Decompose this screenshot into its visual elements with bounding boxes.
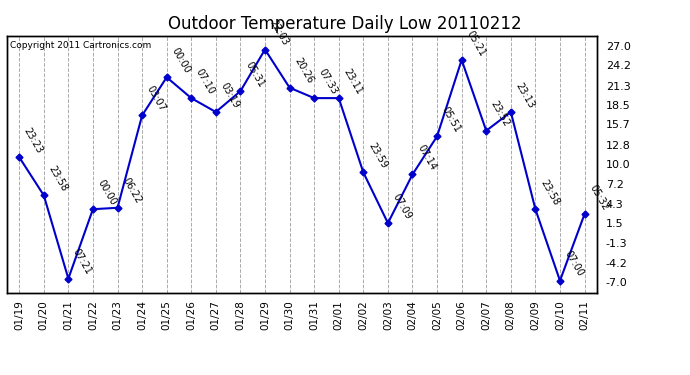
Text: 00:00: 00:00 <box>170 46 192 75</box>
Text: 05:32: 05:32 <box>587 183 610 212</box>
Text: 23:58: 23:58 <box>46 164 69 193</box>
Text: 03:19: 03:19 <box>219 81 241 110</box>
Text: 07:09: 07:09 <box>391 192 413 221</box>
Text: 23:13: 23:13 <box>513 81 536 110</box>
Text: 07:00: 07:00 <box>563 249 585 279</box>
Text: Copyright 2011 Cartronics.com: Copyright 2011 Cartronics.com <box>10 41 151 50</box>
Text: 03:07: 03:07 <box>145 84 168 113</box>
Text: 05:21: 05:21 <box>464 28 487 58</box>
Text: 07:21: 07:21 <box>71 247 94 276</box>
Text: 23:58: 23:58 <box>538 178 561 207</box>
Text: 06:22: 06:22 <box>120 176 143 206</box>
Text: 05:51: 05:51 <box>440 105 462 134</box>
Text: 20:26: 20:26 <box>293 56 315 86</box>
Text: 23:23: 23:23 <box>22 126 45 155</box>
Text: 23:52: 23:52 <box>489 99 512 129</box>
Text: 00:00: 00:00 <box>96 178 118 207</box>
Text: Outdoor Temperature Daily Low 20110212: Outdoor Temperature Daily Low 20110212 <box>168 15 522 33</box>
Text: 07:10: 07:10 <box>194 67 217 96</box>
Text: 22:03: 22:03 <box>268 18 290 47</box>
Text: 23:11: 23:11 <box>342 67 364 96</box>
Text: 07:33: 07:33 <box>317 67 339 96</box>
Text: 05:31: 05:31 <box>243 60 266 89</box>
Text: 23:59: 23:59 <box>366 141 388 170</box>
Text: 07:14: 07:14 <box>415 143 438 172</box>
